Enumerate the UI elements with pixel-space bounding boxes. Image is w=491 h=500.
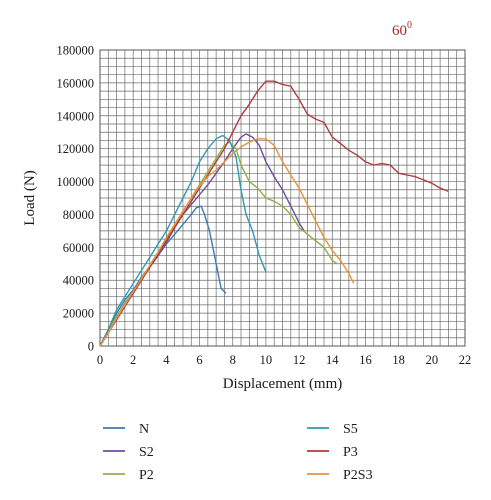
y-tick-label: 180000 xyxy=(57,44,95,58)
plot-area-frame xyxy=(99,49,466,347)
series-lines xyxy=(99,80,449,347)
series-line-n xyxy=(99,205,227,347)
x-tick-label: 14 xyxy=(326,353,339,367)
x-axis-ticks: 0 2 4 6 8 10 12 14 16 18 20 22 xyxy=(97,353,471,367)
x-tick-label: 20 xyxy=(426,353,439,367)
y-tick-label: 80000 xyxy=(63,208,94,222)
legend-label-p2: P2 xyxy=(139,468,154,483)
y-tick-label: 0 xyxy=(88,340,94,354)
grid xyxy=(99,49,466,347)
legend-label-s5: S5 xyxy=(343,422,358,437)
angle-annotation: 600 xyxy=(392,20,412,39)
y-tick-label: 140000 xyxy=(57,109,95,123)
y-axis-label: Load (N) xyxy=(22,170,38,225)
x-tick-label: 22 xyxy=(459,353,472,367)
y-axis-ticks: 0 20000 40000 60000 80000 100000 120000 140000 1… xyxy=(57,44,95,354)
legend-label-s2: S2 xyxy=(139,445,154,460)
series-line-p3 xyxy=(99,80,449,347)
legend-label-p3: P3 xyxy=(343,445,358,460)
y-tick-label: 60000 xyxy=(63,241,94,255)
series-line-s2 xyxy=(99,133,305,347)
y-tick-label: 160000 xyxy=(57,76,95,90)
x-axis-label: Displacement (mm) xyxy=(223,376,343,392)
y-tick-label: 40000 xyxy=(63,274,94,288)
legend-label-p2s3: P2S3 xyxy=(343,468,373,483)
legend: N S2 P2 S5 P3 P2S3 xyxy=(103,422,373,483)
x-tick-label: 2 xyxy=(130,353,136,367)
x-tick-label: 6 xyxy=(196,353,202,367)
x-tick-label: 10 xyxy=(260,353,273,367)
x-tick-label: 12 xyxy=(293,353,306,367)
angle-annotation-superscript: 0 xyxy=(407,20,412,31)
y-tick-label: 20000 xyxy=(63,307,94,321)
legend-label-n: N xyxy=(139,422,149,437)
x-tick-label: 18 xyxy=(392,353,405,367)
series-line-s5 xyxy=(99,134,267,347)
series-line-p2 xyxy=(99,141,338,347)
x-tick-label: 4 xyxy=(163,353,170,367)
y-tick-label: 120000 xyxy=(57,142,95,156)
x-tick-label: 0 xyxy=(97,353,103,367)
series-line-p2s3 xyxy=(99,138,355,347)
x-tick-label: 8 xyxy=(230,353,236,367)
y-tick-label: 100000 xyxy=(57,175,95,189)
x-tick-label: 16 xyxy=(359,353,372,367)
angle-annotation-value: 60 xyxy=(392,23,407,39)
